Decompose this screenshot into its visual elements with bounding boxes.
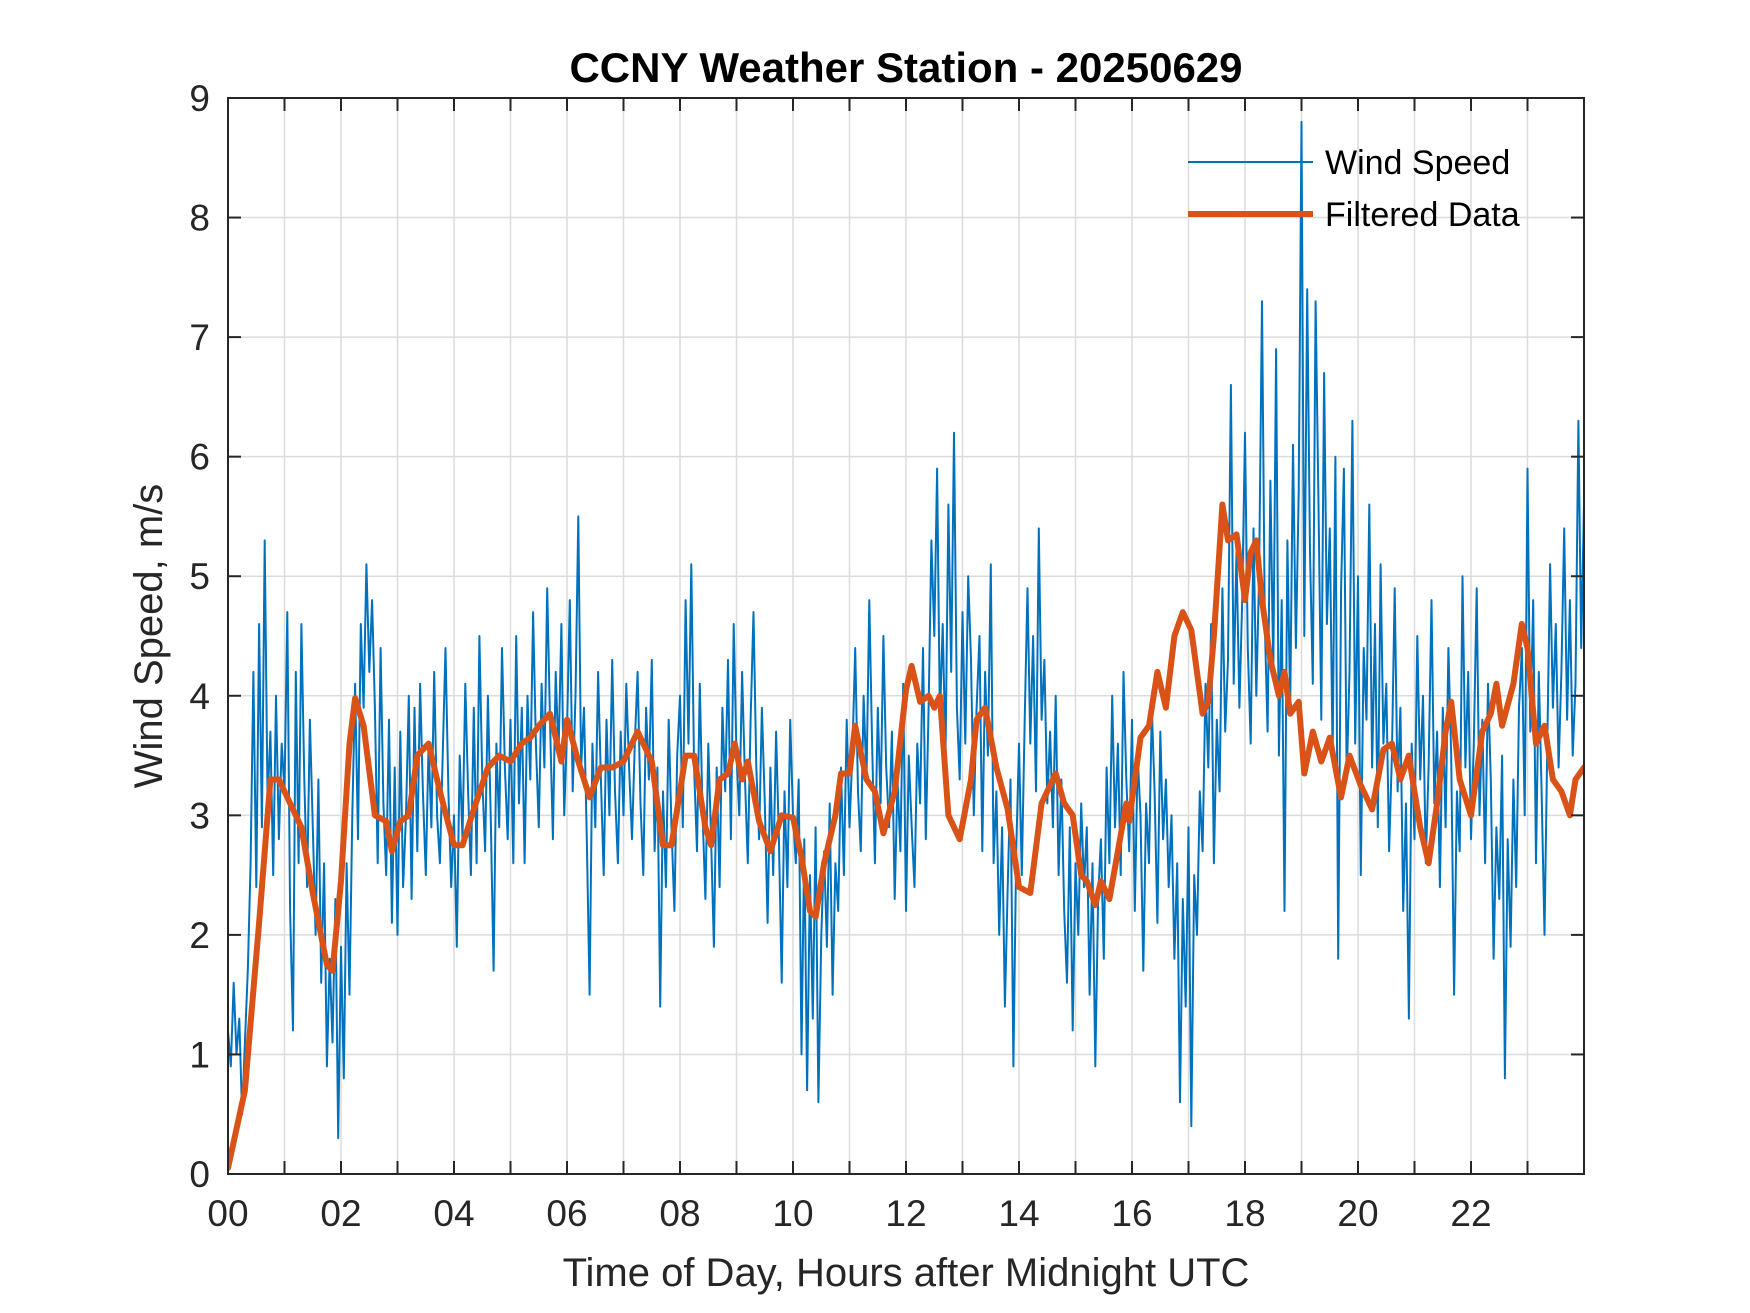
x-tick-label: 02 (320, 1193, 361, 1234)
x-tick-label: 12 (885, 1193, 926, 1234)
x-tick-label: 06 (546, 1193, 587, 1234)
x-tick-label: 04 (433, 1193, 474, 1234)
filtered-data-line (228, 501, 1584, 1171)
y-tick-labels: 0 1 2 3 4 5 6 7 8 9 (189, 78, 210, 1195)
y-tick-label: 3 (189, 795, 210, 836)
axis-ticks (227, 97, 1584, 1175)
x-tick-label: 16 (1111, 1193, 1152, 1234)
y-tick-label: 2 (189, 915, 210, 956)
y-tick-label: 1 (189, 1034, 210, 1075)
x-tick-label: 22 (1450, 1193, 1491, 1234)
legend-label: Wind Speed (1325, 144, 1510, 182)
y-axis-label: Wind Speed, m/s (127, 484, 171, 789)
y-tick-label: 9 (189, 78, 210, 119)
y-tick-label: 5 (189, 556, 210, 597)
x-tick-label: 00 (207, 1193, 248, 1234)
plot-area (227, 97, 1585, 1175)
y-tick-label: 8 (189, 198, 210, 239)
chart-title: CCNY Weather Station - 20250629 (569, 44, 1242, 91)
y-tick-label: 7 (189, 317, 210, 358)
legend: Wind Speed Filtered Data (1188, 144, 1520, 234)
x-tick-label: 14 (998, 1193, 1039, 1234)
x-tick-labels: 00 02 04 06 08 10 12 14 16 18 20 22 (207, 1193, 1491, 1234)
x-axis-label: Time of Day, Hours after Midnight UTC (563, 1251, 1250, 1295)
legend-label: Filtered Data (1325, 196, 1520, 234)
legend-item: Filtered Data (1188, 196, 1520, 234)
series-layer (228, 120, 1584, 1171)
wind-speed-line (228, 120, 1584, 1140)
legend-item: Wind Speed (1188, 144, 1510, 182)
axes-frame (227, 97, 1585, 1175)
x-tick-label: 10 (772, 1193, 813, 1234)
y-tick-label: 0 (189, 1154, 210, 1195)
y-tick-label: 6 (189, 437, 210, 478)
grid-lines (228, 98, 1584, 1174)
x-tick-label: 20 (1337, 1193, 1378, 1234)
x-tick-label: 08 (659, 1193, 700, 1234)
x-tick-label: 18 (1224, 1193, 1265, 1234)
y-tick-label: 4 (189, 676, 210, 717)
